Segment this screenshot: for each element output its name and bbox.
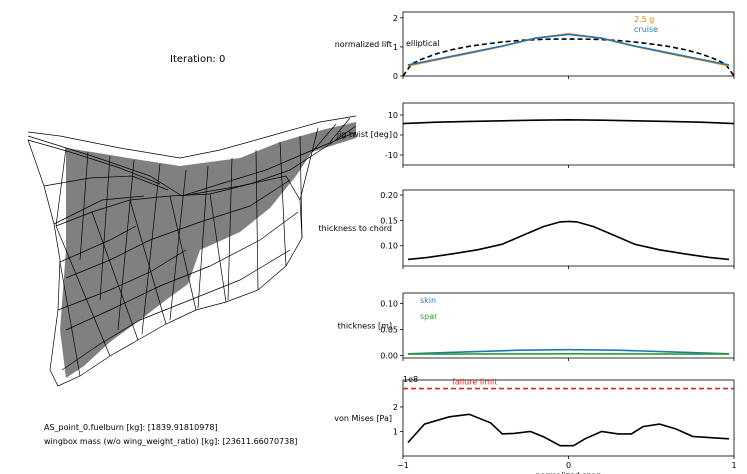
wingbox-mass-readout: wingbox mass (w/o wing_weight_ratio) [kg… — [44, 437, 298, 446]
y-tick-label: 0 — [393, 72, 398, 81]
series-line-skin — [407, 348, 730, 355]
failure-limit-label: failure limit — [452, 378, 497, 387]
x-axis-label: normalized span — [535, 471, 601, 474]
y-axis-label: normalized lift — [335, 40, 392, 49]
x-tick-label: 1 — [731, 461, 736, 470]
y-axis-label: von Mises [Pa] — [334, 414, 392, 423]
offset-label: 1e8 — [403, 375, 418, 384]
y-axis-label: jig twist [deg] — [336, 130, 392, 139]
y-axis-label: thickness to chord — [319, 224, 393, 233]
series-line-elliptical — [402, 38, 735, 77]
y-tick-label: 0.00 — [380, 351, 398, 360]
series-line-2-5-g — [407, 32, 730, 67]
axes-frame — [402, 292, 735, 359]
axes-frame — [402, 379, 735, 457]
iteration-label: Iteration: 0 — [170, 54, 226, 65]
y-tick-label: 0.20 — [380, 191, 398, 200]
y-tick-label: 2 — [393, 403, 398, 412]
legend-2-5g: 2.5 g — [634, 15, 654, 24]
legend-spar: spar — [420, 312, 438, 321]
series-line-t-c — [407, 220, 730, 261]
y-tick-label: 0.10 — [380, 242, 398, 251]
series-line-von-mises — [407, 413, 730, 447]
x-tick-label: −1 — [397, 461, 409, 470]
y-tick-label: 1 — [393, 427, 398, 436]
y-tick-label: 0 — [393, 131, 398, 140]
y-tick-label: 0.10 — [380, 299, 398, 308]
y-tick-label: 0.05 — [380, 325, 398, 334]
y-tick-label: 2 — [393, 14, 398, 23]
wing-3d-view — [27, 115, 357, 387]
y-axis-label: thickness [m] — [338, 322, 392, 331]
legend-elliptical: elliptical — [406, 39, 440, 48]
legend-skin: skin — [420, 296, 436, 305]
x-tick-label: 0 — [566, 461, 571, 470]
y-tick-label: 0.15 — [380, 216, 398, 225]
axes-frame — [402, 102, 735, 166]
axes-frame — [402, 11, 735, 77]
legend-cruise: cruise — [634, 25, 658, 34]
y-tick-label: 10 — [388, 111, 398, 120]
y-tick-label: 1 — [393, 43, 398, 52]
fuelburn-readout: AS_point_0.fuelburn [kg]: [1839.91810978… — [44, 423, 218, 432]
wing-wireframe — [27, 115, 357, 387]
series-line-twist — [402, 118, 735, 125]
y-tick-label: -10 — [385, 151, 398, 160]
series-line-cruise — [407, 33, 730, 66]
